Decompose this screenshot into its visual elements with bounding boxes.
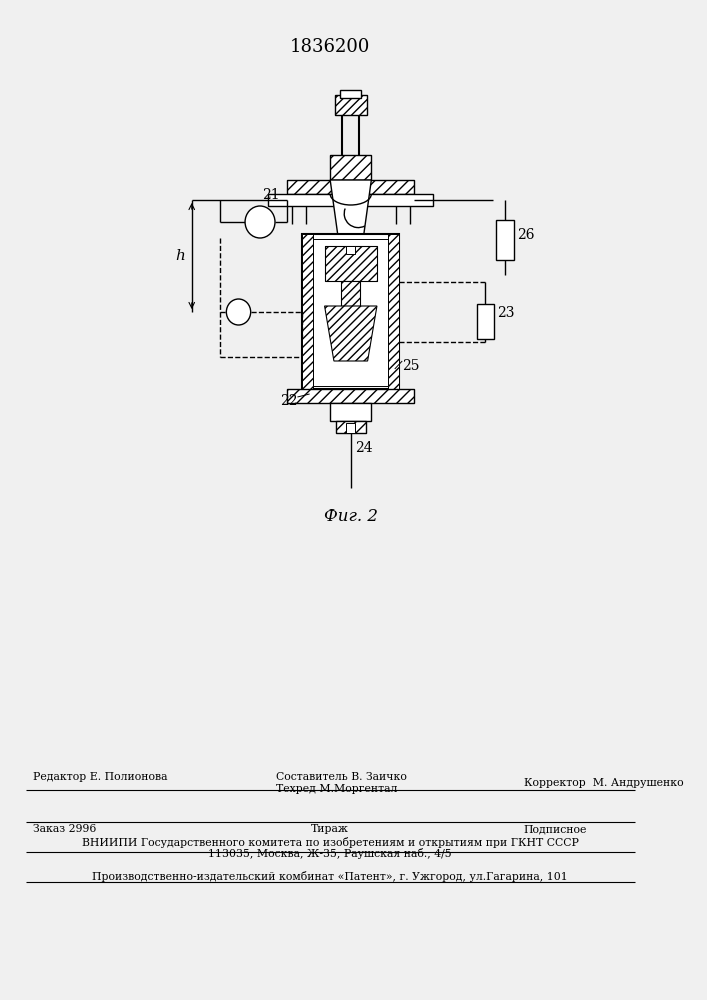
Text: Техред М.Моргентал: Техред М.Моргентал	[276, 784, 397, 794]
Bar	[287, 180, 414, 194]
Text: Корректор  М. Андрушенко: Корректор М. Андрушенко	[524, 778, 684, 788]
Bar	[388, 234, 399, 389]
Text: ВНИИПИ Государственного комитета по изобретениям и открытиям при ГКНТ СССР: ВНИИПИ Государственного комитета по изоб…	[82, 837, 578, 848]
Bar	[346, 423, 356, 433]
Text: 1836200: 1836200	[290, 38, 370, 56]
Text: Заказ 2996: Заказ 2996	[33, 824, 96, 834]
Bar	[330, 403, 371, 421]
Bar	[388, 234, 399, 389]
Text: Тираж: Тираж	[311, 824, 349, 834]
Bar	[313, 239, 388, 386]
Bar	[496, 220, 515, 260]
Text: 25: 25	[402, 359, 420, 373]
Circle shape	[226, 299, 251, 325]
Text: 23: 23	[497, 306, 514, 320]
Text: 21: 21	[262, 188, 279, 202]
Bar	[477, 304, 494, 339]
Bar	[336, 421, 366, 433]
Polygon shape	[330, 180, 371, 234]
Polygon shape	[325, 306, 377, 361]
Bar	[302, 234, 313, 389]
Circle shape	[245, 206, 275, 238]
Bar	[325, 246, 377, 281]
Bar	[287, 389, 414, 403]
Bar	[330, 155, 371, 180]
Text: Подписное: Подписное	[524, 824, 588, 834]
Bar	[335, 95, 367, 115]
Text: 24: 24	[356, 441, 373, 455]
Bar	[302, 234, 399, 389]
Bar	[336, 421, 366, 433]
Bar	[330, 155, 371, 180]
Bar	[269, 194, 433, 206]
Text: 22: 22	[280, 394, 298, 408]
Bar	[335, 95, 367, 115]
Bar	[341, 281, 360, 306]
Bar	[325, 246, 377, 281]
Bar	[287, 180, 414, 194]
Text: Производственно-издательский комбинат «Патент», г. Ужгород, ул.Гагарина, 101: Производственно-издательский комбинат «П…	[93, 871, 568, 882]
Text: 26: 26	[518, 228, 534, 242]
Bar	[287, 389, 414, 403]
Text: h: h	[175, 249, 185, 263]
Bar	[302, 234, 313, 389]
Text: 113035, Москва, Ж-35, Раушская наб., 4/5: 113035, Москва, Ж-35, Раушская наб., 4/5	[209, 848, 452, 859]
Text: Составитель В. Заичко: Составитель В. Заичко	[276, 772, 407, 782]
Text: Редактор Е. Полионова: Редактор Е. Полионова	[33, 772, 168, 782]
Bar	[341, 281, 360, 306]
Text: Фиг. 2: Фиг. 2	[324, 508, 378, 525]
Bar	[346, 246, 356, 254]
Bar	[341, 90, 361, 98]
